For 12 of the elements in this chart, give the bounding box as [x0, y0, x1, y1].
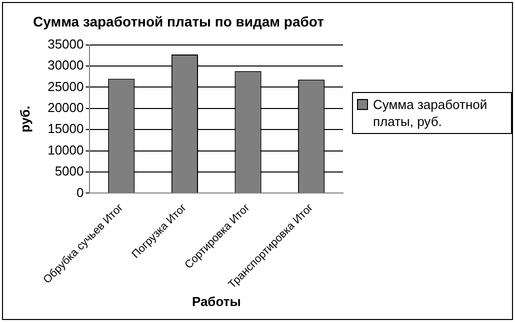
y-axis-title: руб. [17, 106, 32, 132]
y-tick-label: 10000 [48, 142, 84, 158]
x-axis-title: Работы [192, 294, 241, 309]
y-tick-label: 30000 [48, 58, 84, 73]
legend-label: Сумма заработной платы, руб. [373, 96, 488, 130]
y-tick-label: 20000 [48, 100, 84, 115]
y-tick-label: 25000 [48, 78, 84, 94]
y-tick-label: 0 [76, 184, 84, 200]
y-tick-label: 15000 [48, 121, 84, 136]
y-tick-label: 35000 [48, 36, 84, 52]
chart-title: Сумма заработной платы по видам работ [33, 13, 324, 30]
y-tick-label: 5000 [54, 164, 84, 179]
